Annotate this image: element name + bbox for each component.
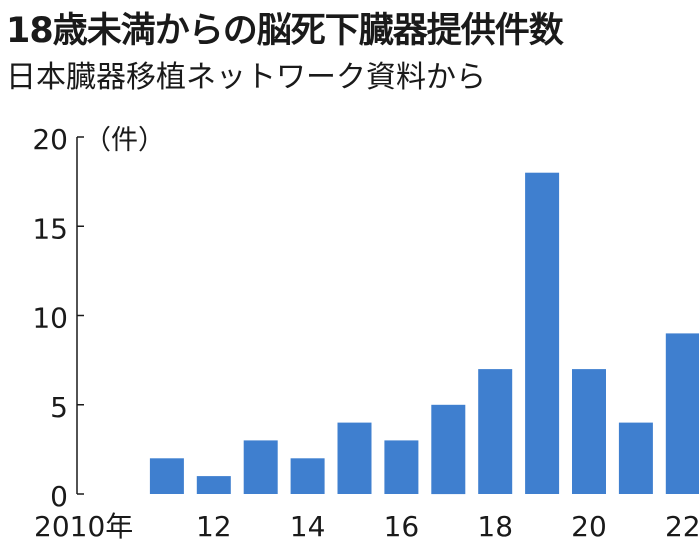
- x-tick-label: 18: [477, 510, 513, 543]
- bar-2013: [243, 440, 278, 494]
- y-tick-label: 15: [32, 212, 68, 245]
- y-tick-label: 10: [32, 302, 68, 335]
- bar-2021: [618, 422, 653, 494]
- bar-2019: [525, 172, 560, 494]
- x-tick-label: 22: [665, 510, 699, 543]
- bar-2017: [431, 404, 466, 495]
- bar-2016: [384, 440, 419, 494]
- x-tick-label: 20: [571, 510, 607, 543]
- x-tick-label: 14: [290, 510, 326, 543]
- label-layer: 0 5 10 15 20 （件） 2010年 12 14 16 18 20 22: [32, 123, 699, 543]
- bar-2022: [665, 333, 699, 494]
- bar-2011: [149, 458, 184, 494]
- x-tick-label: 2010年: [34, 510, 133, 543]
- x-tick-label: 16: [384, 510, 420, 543]
- bar-2015: [337, 422, 372, 494]
- bar-2018: [478, 369, 513, 494]
- chart-title: 18歳未満からの脳死下臓器提供件数: [6, 11, 564, 51]
- y-unit-label: （件）: [84, 125, 165, 156]
- bar-2020: [572, 369, 606, 494]
- bar-2014: [290, 458, 325, 494]
- chart-subtitle: 日本臓器移植ネットワーク資料から: [6, 60, 486, 95]
- bar-layer: [149, 172, 699, 495]
- x-tick-label: 12: [196, 510, 232, 543]
- y-tick-label: 0: [50, 480, 68, 513]
- y-tick-label: 20: [32, 123, 68, 156]
- y-tick-label: 5: [50, 391, 68, 424]
- axis-layer: [76, 136, 84, 495]
- bar-2012: [196, 476, 231, 494]
